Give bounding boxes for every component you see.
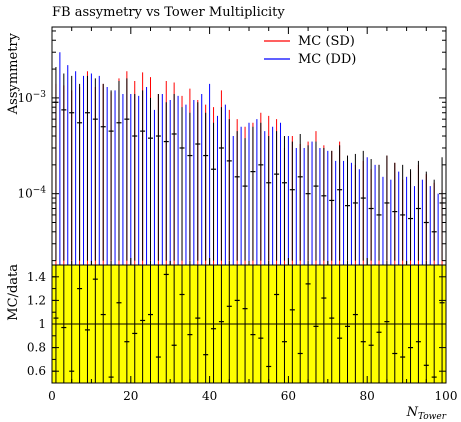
series-mc-dd: [59, 52, 447, 265]
legend-label-dd: MC (DD): [298, 52, 356, 67]
y-tick-label-top: 10−4: [17, 186, 46, 201]
y-tick-label-base: 10: [17, 91, 32, 105]
bottom-panel: 0.6 0.8 1 1.2 1.4 0 20 40 60 80 100: [27, 264, 458, 403]
x-axis-title-subscript: Tower: [418, 412, 447, 422]
y-tick-label-bottom: 1.2: [27, 293, 46, 307]
y-axis-title-top: Assymmetry: [6, 32, 21, 115]
data-points: [53, 67, 445, 261]
x-axis-title-main: N: [406, 405, 419, 420]
chart-title: FB assymetry vs Tower Multiplicity: [52, 5, 285, 20]
top-panel: 10−310−4: [17, 26, 447, 266]
bottom-ticks: 0.6 0.8 1 1.2 1.4 0 20 40 60 80 100: [27, 264, 458, 403]
y-tick-label-top: 10−3: [17, 90, 46, 105]
x-tick-label: 0: [48, 389, 56, 403]
x-tick-label: 60: [281, 389, 296, 403]
x-tick-label: 80: [360, 389, 375, 403]
y-tick-label-bottom: 0.8: [27, 341, 46, 355]
x-axis-title: NTower: [406, 405, 447, 422]
y-tick-label-base: 10: [17, 187, 32, 201]
legend-item-dd: MC (DD): [264, 52, 356, 67]
y-tick-label-exponent: −4: [33, 186, 47, 196]
x-tick-label: 100: [435, 389, 458, 403]
y-tick-label-exponent: −3: [33, 90, 47, 100]
top-ticks: 10−310−4: [17, 27, 447, 265]
legend-item-sd: MC (SD): [264, 34, 355, 49]
y-tick-label-bottom: 1: [38, 317, 46, 331]
y-tick-label-bottom: 1.4: [27, 270, 46, 284]
y-axis-title-bottom: MC/data: [6, 264, 21, 321]
legend: MC (SD) MC (DD): [264, 34, 356, 67]
x-tick-label: 40: [202, 389, 217, 403]
bottom-plot-frame: [51, 264, 447, 384]
x-tick-label: 20: [123, 389, 138, 403]
y-tick-label-bottom: 0.6: [27, 364, 46, 378]
legend-label-sd: MC (SD): [298, 34, 355, 49]
